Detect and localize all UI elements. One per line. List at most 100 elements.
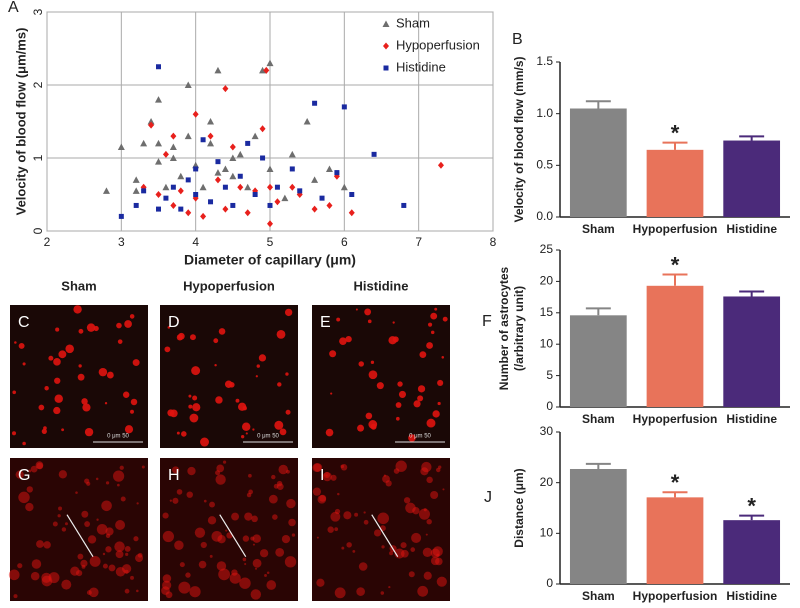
cell: [209, 554, 213, 558]
scale-label: 0 μm 50: [409, 434, 431, 440]
cell: [376, 382, 384, 390]
cell: [124, 546, 131, 552]
cell: [88, 587, 99, 598]
cell: [398, 390, 407, 398]
cell: [14, 341, 17, 344]
cell: [124, 588, 130, 594]
cell: [356, 587, 365, 596]
scale-label: 0 μm 50: [257, 434, 279, 440]
cell: [382, 475, 390, 483]
cell: [241, 422, 251, 431]
cell: [279, 428, 287, 436]
cell: [214, 364, 217, 367]
marker: [382, 20, 390, 27]
cell: [252, 534, 261, 543]
cell: [84, 427, 94, 437]
cell: [78, 364, 82, 368]
cell: [216, 561, 227, 571]
cell: [78, 328, 84, 334]
cell: [395, 402, 402, 408]
cell: [272, 514, 278, 520]
cell: [172, 466, 180, 474]
marker: [259, 125, 266, 133]
marker: [340, 183, 348, 191]
cell: [178, 581, 191, 594]
x-tick-label: Histidine: [726, 589, 777, 603]
measure-line: [66, 514, 94, 557]
x-tick-label: 4: [192, 235, 199, 249]
cell: [57, 514, 61, 518]
marker: [200, 212, 207, 220]
marker: [169, 143, 177, 151]
marker: [349, 192, 355, 197]
cell: [176, 334, 183, 341]
cell: [106, 371, 114, 379]
x-tick-label: 5: [267, 235, 274, 249]
marker: [401, 202, 407, 208]
marker: [155, 139, 162, 147]
cell: [81, 564, 86, 569]
cell: [96, 518, 99, 521]
marker: [215, 159, 221, 165]
cell: [352, 549, 356, 553]
cell: [188, 394, 192, 398]
marker: [245, 140, 251, 146]
cell: [30, 571, 40, 581]
marker: [177, 187, 184, 195]
cell: [86, 323, 96, 332]
x-tick-label: Histidine: [726, 222, 777, 236]
cell: [177, 319, 180, 322]
cell: [411, 532, 422, 543]
cell: [194, 527, 206, 538]
cell: [28, 469, 32, 473]
cell: [124, 425, 134, 434]
cell: [87, 535, 97, 544]
cell: [130, 398, 138, 406]
cell: [235, 398, 240, 403]
cell: [185, 572, 191, 578]
cell: [430, 556, 440, 566]
cell: [425, 533, 428, 536]
cell: [43, 426, 47, 430]
marker: [214, 176, 221, 184]
cell: [169, 409, 178, 418]
cell: [181, 431, 187, 437]
marker: [267, 220, 273, 228]
cell: [255, 375, 258, 378]
cell: [285, 409, 291, 415]
cell: [169, 499, 172, 502]
cell: [363, 511, 366, 514]
cell: [284, 308, 293, 317]
marker: [229, 143, 236, 151]
marker: [288, 150, 296, 158]
cell: [98, 367, 108, 377]
cell: [426, 418, 436, 428]
cell: [329, 350, 337, 358]
cell: [403, 497, 411, 504]
marker: [102, 187, 110, 194]
marker: [267, 202, 273, 208]
cell: [70, 566, 80, 576]
y-tick-label: 0: [31, 227, 45, 234]
marker: [237, 183, 244, 191]
marker: [155, 158, 162, 165]
error-bar: [662, 491, 688, 498]
x-tick-label: 8: [490, 235, 497, 249]
cell: [26, 486, 33, 493]
cell: [187, 466, 196, 476]
cell: [256, 364, 260, 368]
cell: [436, 576, 447, 587]
cell: [370, 360, 375, 364]
cell: [105, 546, 112, 553]
cell: [408, 571, 415, 578]
cell: [420, 467, 429, 476]
cell: [245, 432, 248, 435]
marker: [236, 150, 244, 158]
cell: [405, 502, 416, 514]
cell: [380, 591, 385, 595]
cell: [222, 460, 227, 464]
cell: [395, 416, 400, 421]
cell: [130, 575, 134, 580]
cell: [357, 424, 365, 432]
cell: [216, 464, 225, 473]
